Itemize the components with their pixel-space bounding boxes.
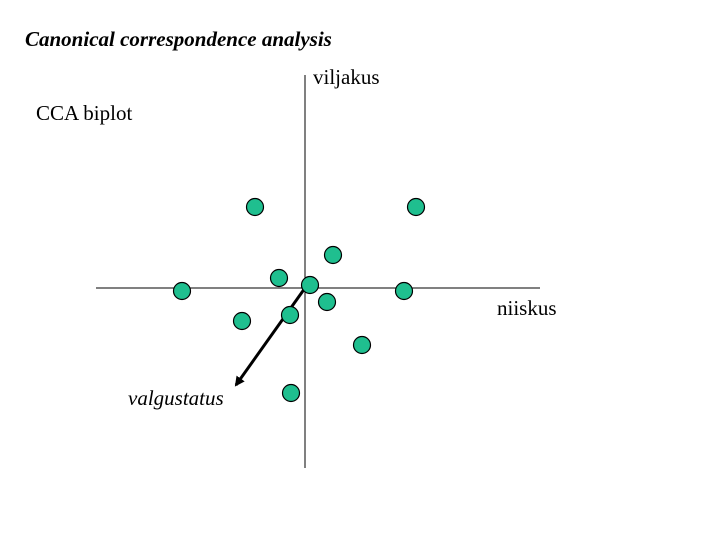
point	[172, 281, 192, 301]
point	[352, 335, 372, 355]
point	[323, 245, 343, 265]
point	[394, 281, 414, 301]
point	[245, 197, 265, 217]
x-axis-label: niiskus	[497, 296, 557, 320]
subtitle: CCA biplot	[36, 101, 132, 125]
arrow	[234, 287, 307, 387]
point	[280, 305, 300, 325]
point	[300, 275, 320, 295]
points	[172, 197, 426, 403]
y-axis-label: viljakus	[313, 65, 380, 89]
point	[232, 311, 252, 331]
title: Canonical correspondence analysis	[25, 27, 332, 51]
point	[281, 383, 301, 403]
arrow-label: valgustatus	[128, 386, 224, 410]
point	[406, 197, 426, 217]
point	[269, 268, 289, 288]
point	[317, 292, 337, 312]
